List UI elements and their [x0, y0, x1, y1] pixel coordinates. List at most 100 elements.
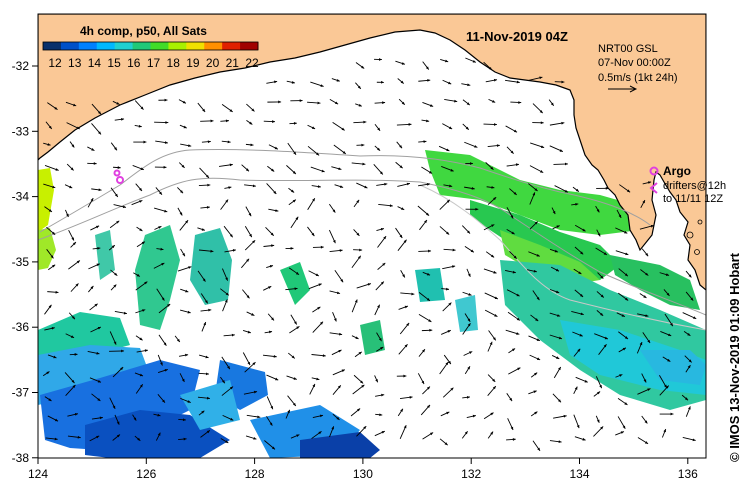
current-arrow-head	[650, 224, 654, 228]
current-arrow-head	[225, 199, 229, 203]
current-arrow-head	[183, 125, 187, 129]
current-arrow-head	[50, 255, 54, 259]
current-arrow-head	[513, 191, 517, 195]
current-arrow-head	[311, 232, 315, 237]
current-arrow-head	[355, 336, 359, 339]
current-arrow-head	[133, 417, 137, 421]
current-arrow-head	[208, 308, 212, 312]
current-arrow-head	[123, 311, 127, 315]
current-arrow-head	[401, 207, 405, 210]
current-arrow-head	[136, 273, 140, 277]
current-arrow-head	[406, 322, 410, 327]
current-arrow-head	[116, 220, 120, 224]
current-arrow-head	[693, 316, 697, 319]
colorbar-swatch	[60, 42, 80, 50]
current-arrow-head	[139, 337, 143, 341]
current-arrow-head	[687, 365, 691, 369]
current-arrow-head	[121, 349, 125, 353]
current-arrow-head	[97, 379, 101, 383]
current-arrow-head	[114, 147, 117, 151]
deep-contour	[419, 184, 706, 331]
current-arrow-head	[618, 214, 622, 218]
colorbar-swatch	[96, 42, 116, 50]
current-arrow-head	[206, 205, 210, 209]
current-arrow-head	[516, 80, 520, 84]
current-arrow-head	[257, 415, 261, 419]
current-arrow-head	[72, 242, 76, 246]
current-arrow-head	[66, 213, 69, 217]
current-arrow-head	[290, 247, 294, 250]
current-arrow-head	[491, 224, 495, 228]
current-arrow-head	[317, 185, 321, 188]
scale-arrow	[608, 85, 638, 93]
current-arrow-head	[160, 247, 164, 251]
current-arrow-head	[557, 314, 561, 317]
current-arrow-head	[403, 425, 407, 429]
y-tick-label: -38	[12, 451, 30, 465]
current-arrow-head	[643, 295, 647, 298]
current-arrow-head	[666, 292, 670, 296]
current-arrow-head	[539, 76, 543, 80]
current-arrow-head	[554, 249, 558, 253]
current-arrow-head	[322, 354, 326, 358]
current-arrow-head	[446, 287, 450, 291]
current-arrow-head	[445, 361, 449, 366]
colorbar-label: 20	[206, 56, 220, 70]
current-arrow-head	[357, 85, 361, 89]
sst-patch	[455, 295, 478, 332]
current-arrow-head	[642, 200, 645, 204]
current-arrow-head	[160, 362, 163, 366]
current-arrow-head	[492, 386, 496, 390]
sst-patch	[85, 410, 230, 458]
current-arrow-head	[294, 321, 297, 325]
current-arrow-head	[271, 244, 275, 248]
current-arrow-head	[469, 351, 473, 354]
current-arrow-head	[295, 271, 300, 275]
current-arrow-head	[379, 413, 383, 417]
current-arrow-head	[564, 162, 568, 166]
current-arrow-head	[555, 268, 560, 272]
current-arrow-head	[425, 66, 429, 70]
current-arrow-head	[400, 408, 403, 412]
current-arrow-head	[299, 99, 303, 103]
colorbar-swatch	[78, 42, 98, 50]
current-arrow-head	[54, 106, 58, 110]
current-arrow-head	[622, 425, 626, 429]
current-arrow-head	[228, 186, 232, 190]
current-arrow-head	[561, 80, 565, 84]
current-arrow-head	[472, 59, 476, 63]
current-arrow-head	[142, 309, 146, 312]
current-arrow-head	[558, 366, 561, 371]
current-arrow-head	[159, 191, 162, 195]
current-arrow-head	[332, 239, 336, 244]
current-arrow-head	[360, 380, 364, 384]
current-arrow-head	[206, 430, 210, 434]
current-arrow-head	[188, 266, 192, 269]
current-arrow-head	[98, 188, 102, 192]
current-arrow-head	[52, 185, 56, 189]
current-arrow-head	[320, 245, 324, 249]
current-arrow-head	[448, 81, 452, 85]
current-arrow-head	[472, 414, 476, 418]
colorbar-swatch	[240, 42, 259, 50]
current-arrow-head	[181, 378, 185, 382]
colorbar-label: 19	[186, 56, 200, 70]
current-arrow-head	[667, 358, 671, 362]
drifter-legend-label: drifters@12h	[663, 180, 726, 192]
current-arrow-head	[427, 79, 431, 82]
current-arrow-head	[117, 166, 121, 169]
current-arrow-head	[48, 398, 52, 401]
current-arrow-head	[114, 272, 118, 276]
current-arrow-head	[46, 371, 50, 375]
current-arrow-head	[429, 328, 433, 332]
current-arrow-head	[139, 187, 142, 191]
sst-patch	[40, 360, 200, 450]
current-arrow-head	[354, 299, 358, 303]
current-arrow-head	[579, 333, 583, 337]
current-arrow-head	[187, 310, 191, 314]
current-arrow-head	[224, 299, 228, 303]
current-arrow-head	[513, 255, 517, 259]
current-arrow-head	[467, 323, 471, 327]
current-arrow-head	[511, 348, 516, 352]
sst-patch	[190, 228, 232, 305]
